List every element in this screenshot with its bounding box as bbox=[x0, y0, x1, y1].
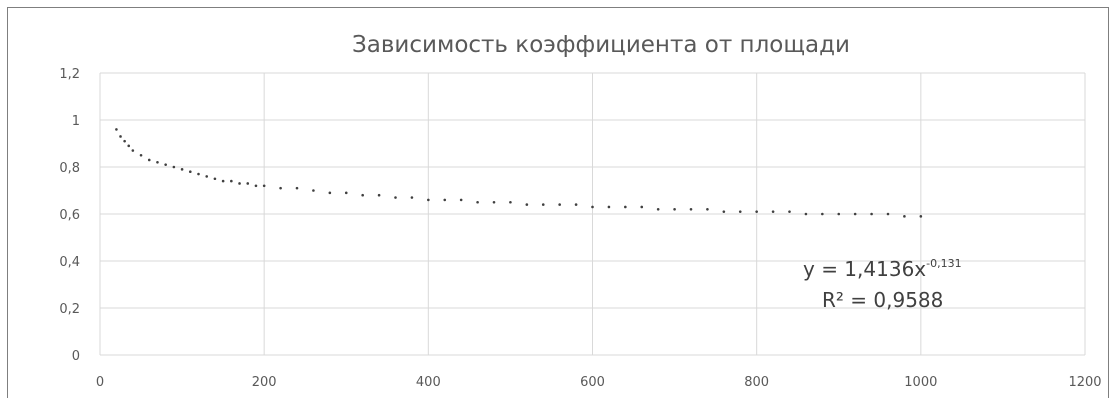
data-point bbox=[919, 215, 923, 218]
data-point bbox=[870, 212, 873, 216]
y-tick-label: 0,2 bbox=[59, 302, 80, 317]
y-tick-label: 0,6 bbox=[59, 208, 80, 223]
data-point bbox=[706, 208, 709, 211]
data-point bbox=[139, 153, 143, 157]
data-point bbox=[673, 208, 676, 211]
data-point bbox=[262, 184, 266, 188]
chart-title: Зависимость коэффициента от площади bbox=[352, 32, 850, 58]
data-point bbox=[119, 135, 122, 138]
data-point bbox=[853, 212, 857, 216]
data-point bbox=[172, 165, 176, 169]
data-point bbox=[459, 198, 463, 202]
x-tick-label: 600 bbox=[580, 375, 605, 390]
data-point bbox=[722, 210, 726, 213]
x-tick-label: 200 bbox=[252, 375, 277, 390]
data-point bbox=[279, 186, 282, 190]
data-point bbox=[509, 200, 512, 204]
data-point bbox=[492, 200, 496, 204]
data-point bbox=[344, 191, 348, 195]
data-point bbox=[656, 208, 660, 211]
data-point bbox=[377, 193, 381, 197]
x-tick-label: 400 bbox=[416, 375, 441, 390]
data-point bbox=[230, 179, 233, 183]
data-point bbox=[755, 210, 758, 213]
data-point bbox=[147, 158, 151, 162]
x-tick-label: 1200 bbox=[1068, 375, 1101, 390]
trendline-equation: y = 1,4136x-0,131 bbox=[803, 257, 962, 281]
data-point bbox=[123, 139, 126, 143]
data-point bbox=[156, 161, 159, 164]
data-point bbox=[689, 208, 693, 211]
trendline-equation-base: y = 1,4136x bbox=[803, 257, 926, 281]
data-point bbox=[197, 172, 200, 176]
y-tick-label: 0,8 bbox=[59, 161, 80, 176]
data-point bbox=[558, 203, 561, 206]
data-point bbox=[607, 205, 611, 209]
data-point bbox=[188, 170, 192, 173]
data-point bbox=[574, 203, 578, 206]
data-point bbox=[771, 210, 775, 213]
data-point bbox=[328, 191, 332, 195]
data-points bbox=[115, 128, 923, 218]
chart-frame bbox=[7, 7, 1109, 398]
x-tick-label: 800 bbox=[744, 375, 769, 390]
data-point bbox=[821, 212, 824, 216]
y-tick-label: 1 bbox=[72, 114, 80, 129]
data-point bbox=[312, 189, 315, 192]
data-point bbox=[541, 203, 545, 206]
y-tick-label: 0 bbox=[72, 349, 80, 364]
data-point bbox=[476, 200, 479, 204]
trendline-r2: R² = 0,9588 bbox=[822, 288, 943, 312]
data-point bbox=[131, 149, 135, 152]
data-point bbox=[443, 198, 447, 202]
data-point bbox=[837, 212, 841, 216]
data-point bbox=[591, 205, 594, 209]
data-point bbox=[886, 212, 890, 216]
data-point bbox=[295, 186, 299, 190]
data-point bbox=[427, 198, 430, 202]
data-point bbox=[361, 193, 364, 197]
data-point bbox=[205, 175, 209, 178]
y-tick-labels: 0 0,2 0,4 0,6 0,8 1 1,2 bbox=[59, 67, 80, 364]
y-tick-label: 0,4 bbox=[59, 255, 80, 270]
y-tick-label: 1,2 bbox=[59, 67, 80, 82]
data-point bbox=[394, 196, 397, 199]
x-tick-labels: 0 200 400 600 800 1000 1200 bbox=[96, 375, 1102, 390]
data-point bbox=[903, 215, 906, 218]
data-point bbox=[246, 182, 250, 185]
data-point bbox=[624, 205, 627, 209]
data-point bbox=[525, 203, 529, 206]
trendline-equation-exponent: -0,131 bbox=[926, 257, 961, 270]
data-point bbox=[238, 182, 241, 185]
data-point bbox=[804, 212, 808, 216]
data-point bbox=[221, 179, 225, 183]
data-point bbox=[410, 196, 414, 199]
x-tick-label: 0 bbox=[96, 375, 104, 390]
data-point bbox=[254, 184, 258, 188]
data-point bbox=[164, 163, 167, 166]
data-point bbox=[640, 205, 644, 209]
x-tick-label: 1000 bbox=[904, 375, 937, 390]
data-point bbox=[738, 210, 742, 213]
data-point bbox=[127, 144, 131, 148]
data-point bbox=[115, 128, 118, 131]
grid-lines bbox=[99, 72, 1086, 356]
data-point bbox=[213, 177, 217, 181]
data-point bbox=[180, 168, 184, 171]
data-point bbox=[788, 210, 791, 213]
